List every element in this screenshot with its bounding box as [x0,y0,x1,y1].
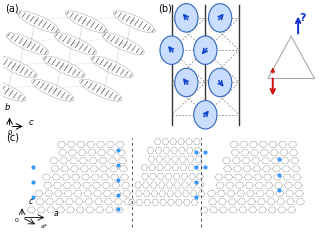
Text: a: a [53,209,58,219]
Text: 0: 0 [15,218,19,223]
Text: (a): (a) [5,4,19,14]
Text: ?: ? [300,13,306,23]
Text: c: c [28,197,33,206]
Text: c: c [29,118,33,127]
Text: b: b [5,103,10,112]
Text: 0: 0 [7,130,12,136]
Circle shape [194,101,217,129]
Circle shape [175,68,198,97]
Circle shape [175,4,198,32]
Circle shape [194,36,217,64]
Circle shape [209,68,232,97]
Circle shape [160,36,183,64]
Circle shape [209,4,232,32]
Text: (b): (b) [158,4,172,14]
Text: (c): (c) [6,133,19,143]
Text: a*: a* [41,223,48,229]
